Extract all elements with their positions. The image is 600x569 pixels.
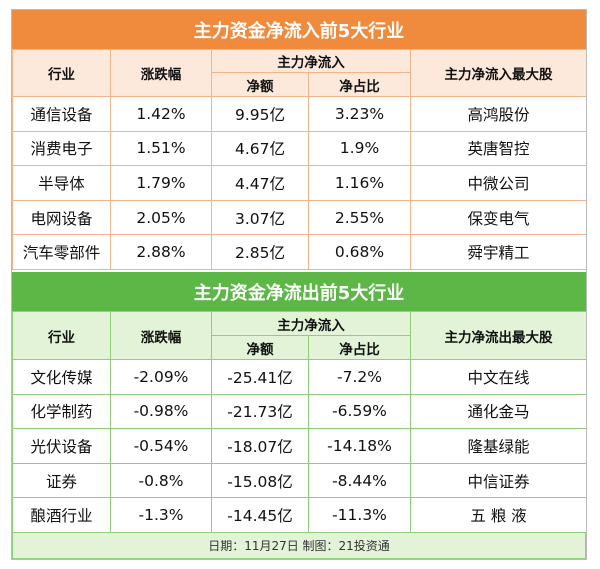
header-ratio: 净占比	[308, 72, 411, 97]
amount-cell: 2.85亿	[211, 234, 309, 270]
ratio-cell: -7.2%	[308, 359, 411, 395]
table-row: 汽车零部件 2.88% 2.85亿 0.68% 舜宇精工	[12, 234, 587, 270]
table-row: 电网设备 2.05% 3.07亿 2.55% 保变电气	[12, 199, 587, 236]
industry-cell: 半导体	[12, 165, 111, 201]
ratio-cell: 1.9%	[308, 130, 411, 167]
table-row: 消费电子 1.51% 4.67亿 1.9% 英唐智控	[12, 130, 587, 167]
table-row: 酿酒行业 -1.3% -14.45亿 -11.3% 五 粮 液	[12, 497, 587, 533]
ratio-cell: 2.55%	[308, 199, 411, 236]
amount-cell: -25.41亿	[211, 359, 309, 395]
ratio-cell: 0.68%	[308, 234, 411, 270]
top-stock-cell: 舜宇精工	[410, 234, 587, 270]
top-stock-cell: 英唐智控	[410, 130, 587, 167]
amount-cell: 9.95亿	[211, 96, 309, 132]
footer-text: 日期：11月27日 制图：21投资通	[208, 539, 390, 553]
top-stock-cell: 高鸿股份	[410, 96, 587, 132]
outflow-table: 行业 涨跌幅 主力净流入 主力净流出最大股 净额 净占比 文化传媒 -2.09%…	[12, 311, 587, 533]
outflow-title-banner: 主力资金净流出前5大行业	[12, 272, 586, 311]
table-row: 光伏设备 -0.54% -18.07亿 -14.18% 隆基绿能	[12, 428, 587, 464]
table-row: 通信设备 1.42% 9.95亿 3.23% 高鸿股份	[12, 96, 587, 132]
header-amount: 净额	[211, 335, 309, 360]
top-stock-cell: 五 粮 液	[410, 497, 587, 533]
change-cell: -0.8%	[110, 462, 212, 499]
header-industry: 行业	[12, 311, 111, 360]
industry-cell: 电网设备	[12, 199, 111, 236]
top-stock-cell: 中文在线	[410, 359, 587, 395]
header-main-group: 主力净流入	[211, 311, 411, 336]
industry-cell: 消费电子	[12, 130, 111, 167]
inflow-title-banner: 主力资金净流入前5大行业	[12, 10, 586, 49]
change-cell: -0.54%	[110, 428, 212, 464]
ratio-cell: -14.18%	[308, 428, 411, 464]
table-row: 文化传媒 -2.09% -25.41亿 -7.2% 中文在线	[12, 359, 587, 395]
ratio-cell: 3.23%	[308, 96, 411, 132]
change-cell: -0.98%	[110, 393, 212, 430]
amount-cell: 4.67亿	[211, 130, 309, 167]
amount-cell: -14.45亿	[211, 497, 309, 533]
top-stock-cell: 中信证券	[410, 462, 587, 499]
table-row: 半导体 1.79% 4.47亿 1.16% 中微公司	[12, 165, 587, 201]
industry-cell: 证券	[12, 462, 111, 499]
industry-cell: 文化传媒	[12, 359, 111, 395]
inflow-table: 行业 涨跌幅 主力净流入 主力净流入最大股 净额 净占比 通信设备 1.42% …	[12, 49, 587, 270]
ratio-cell: -8.44%	[308, 462, 411, 499]
top-stock-cell: 保变电气	[410, 199, 587, 236]
header-change: 涨跌幅	[110, 311, 212, 360]
footer-credit: 日期：11月27日 制图：21投资通	[12, 532, 586, 559]
header-industry: 行业	[12, 49, 111, 97]
header-change: 涨跌幅	[110, 49, 212, 97]
change-cell: 1.42%	[110, 96, 212, 132]
header-main-group: 主力净流入	[211, 49, 411, 73]
industry-cell: 酿酒行业	[12, 497, 111, 533]
header-top-stock: 主力净流入最大股	[410, 49, 587, 97]
ratio-cell: -11.3%	[308, 497, 411, 533]
industry-cell: 化学制药	[12, 393, 111, 430]
header-top-stock: 主力净流出最大股	[410, 311, 587, 360]
table-row: 化学制药 -0.98% -21.73亿 -6.59% 通化金马	[12, 393, 587, 430]
top-stock-cell: 中微公司	[410, 165, 587, 201]
table-row: 证券 -0.8% -15.08亿 -8.44% 中信证券	[12, 462, 587, 499]
industry-cell: 汽车零部件	[12, 234, 111, 270]
ratio-cell: -6.59%	[308, 393, 411, 430]
inflow-title: 主力资金净流入前5大行业	[193, 20, 405, 42]
change-cell: -1.3%	[110, 497, 212, 533]
outflow-title: 主力资金净流出前5大行业	[193, 282, 405, 304]
industry-cell: 光伏设备	[12, 428, 111, 464]
amount-cell: -18.07亿	[211, 428, 309, 464]
change-cell: 1.51%	[110, 130, 212, 167]
industry-cell: 通信设备	[12, 96, 111, 132]
amount-cell: 4.47亿	[211, 165, 309, 201]
amount-cell: 3.07亿	[211, 199, 309, 236]
top-stock-cell: 隆基绿能	[410, 428, 587, 464]
top-stock-cell: 通化金马	[410, 393, 587, 430]
header-amount: 净额	[211, 72, 309, 97]
ratio-cell: 1.16%	[308, 165, 411, 201]
change-cell: 2.05%	[110, 199, 212, 236]
amount-cell: -21.73亿	[211, 393, 309, 430]
change-cell: 2.88%	[110, 234, 212, 270]
change-cell: 1.79%	[110, 165, 212, 201]
change-cell: -2.09%	[110, 359, 212, 395]
amount-cell: -15.08亿	[211, 462, 309, 499]
header-ratio: 净占比	[308, 335, 411, 360]
